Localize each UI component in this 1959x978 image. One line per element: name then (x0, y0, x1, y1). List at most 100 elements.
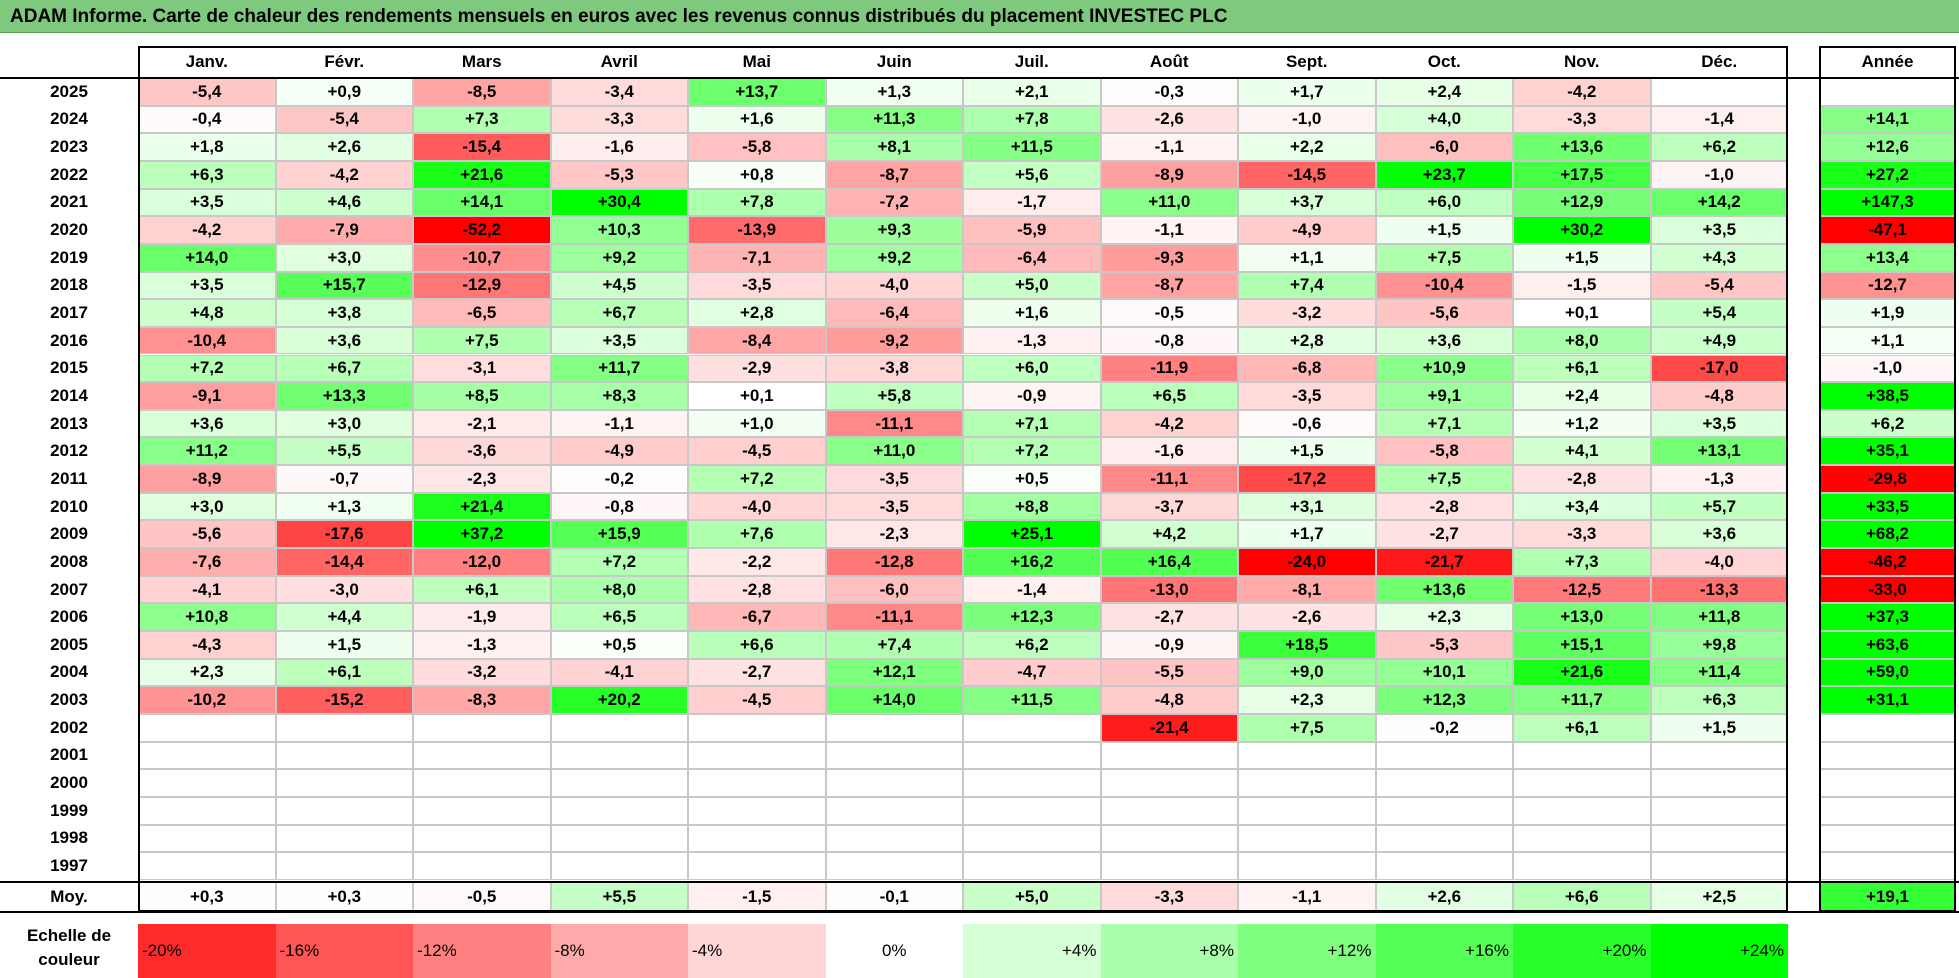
heatmap-cell: +4,3 (1650, 243, 1788, 272)
heatmap-cell: -0,8 (550, 492, 688, 521)
heatmap-cell: -17,6 (275, 520, 413, 549)
annual-cell: +33,5 (1819, 492, 1956, 521)
heatmap-cell (1650, 769, 1788, 797)
month-header: Nov. (1563, 52, 1600, 71)
heatmap-cell (688, 713, 826, 742)
legend-stop: +24% (1650, 924, 1788, 978)
annual-cell: -46,2 (1819, 548, 1956, 576)
legend-stop: -4% (688, 924, 826, 978)
heatmap-cell: -3,2 (1238, 299, 1376, 327)
heatmap-cell (688, 796, 826, 825)
annual-cell: +38,5 (1819, 382, 1956, 410)
heatmap-cell (1238, 741, 1376, 770)
heatmap-cell: -3,0 (275, 575, 413, 604)
heatmap-cell: -2,6 (1100, 105, 1238, 134)
heatmap-cell: +6,0 (963, 354, 1101, 383)
annual-cell: +31,1 (1819, 686, 1956, 714)
heatmap-cell: +1,7 (1238, 78, 1376, 106)
heatmap-cell: +11,5 (963, 133, 1101, 161)
year-label: 2008 (50, 551, 88, 571)
heatmap-cell (963, 713, 1101, 742)
heatmap-cell: -7,6 (138, 548, 276, 576)
heatmap-cell (275, 796, 413, 825)
heatmap-cell: -3,5 (1238, 382, 1376, 410)
year-label: 2023 (50, 137, 88, 157)
heatmap-cell: +2,3 (138, 658, 276, 687)
heatmap-cell: -10,4 (138, 326, 276, 355)
annual-cell (1819, 741, 1956, 770)
heatmap-cell (275, 769, 413, 797)
heatmap-cell: -1,1 (550, 409, 688, 438)
heatmap-cell: +3,5 (550, 326, 688, 355)
heatmap-cell: +7,5 (1375, 465, 1513, 493)
heatmap-cell: +7,5 (1238, 713, 1376, 742)
heatmap-cell: -5,9 (963, 216, 1101, 244)
heatmap-cell: -4,3 (138, 631, 276, 659)
heatmap-cell: +13,6 (1375, 575, 1513, 604)
heatmap-cell: +9,2 (550, 243, 688, 272)
heatmap-cell: +11,5 (963, 686, 1101, 714)
divider-line (0, 77, 1959, 79)
heatmap-cell: +14,0 (825, 686, 963, 714)
heatmap-cell (1100, 769, 1238, 797)
annual-cell: +6,2 (1819, 409, 1956, 438)
heatmap-cell: -4,2 (275, 160, 413, 189)
year-label: 2010 (50, 496, 88, 516)
heatmap-cell: +11,3 (825, 105, 963, 134)
legend-stop: +8% (1100, 924, 1238, 978)
heatmap-cell: +10,8 (138, 603, 276, 631)
heatmap-cell: -5,4 (275, 105, 413, 134)
divider-line (0, 911, 1959, 913)
heatmap-cell (1100, 796, 1238, 825)
heatmap-cell: +21,4 (413, 492, 551, 521)
heatmap-cell: -0,2 (550, 465, 688, 493)
heatmap-cell: +9,1 (1375, 382, 1513, 410)
year-label: 2005 (50, 634, 88, 654)
heatmap-cell: +3,8 (275, 299, 413, 327)
month-header: Janv. (185, 52, 228, 71)
heatmap-cell: -1,3 (1650, 465, 1788, 493)
heatmap-cell: -0,7 (275, 465, 413, 493)
heatmap-cell: +4,5 (550, 271, 688, 300)
heatmap-cell: +23,7 (1375, 160, 1513, 189)
annual-cell (1819, 713, 1956, 742)
heatmap-cell (1375, 741, 1513, 770)
heatmap-cell: +12,1 (825, 658, 963, 687)
heatmap-cell: -1,9 (413, 603, 551, 631)
average-cell: +0,3 (138, 882, 276, 912)
heatmap-cell: -12,9 (413, 271, 551, 300)
year-label: 2012 (50, 441, 88, 461)
heatmap-cell (550, 796, 688, 825)
heatmap-cell (1513, 824, 1651, 853)
heatmap-cell: -4,1 (550, 658, 688, 687)
heatmap-cell: +18,5 (1238, 631, 1376, 659)
heatmap-cell: -3,8 (825, 354, 963, 383)
year-label: 2013 (50, 413, 88, 433)
heatmap-cell: -8,7 (1100, 271, 1238, 300)
heatmap-cell: +4,4 (275, 603, 413, 631)
annual-cell: -12,7 (1819, 271, 1956, 300)
heatmap-cell: +7,3 (1513, 548, 1651, 576)
heatmap-cell: -6,0 (825, 575, 963, 604)
heatmap-cell: +2,2 (1238, 133, 1376, 161)
heatmap-cell: +1,1 (1238, 243, 1376, 272)
heatmap-cell: -1,1 (1100, 133, 1238, 161)
heatmap-cell: +21,6 (413, 160, 551, 189)
heatmap-cell: +14,2 (1650, 188, 1788, 217)
heatmap-cell: +2,3 (1238, 686, 1376, 714)
heatmap-cell: -4,8 (1100, 686, 1238, 714)
heatmap-cell (825, 769, 963, 797)
chart-title: ADAM Informe. Carte de chaleur des rende… (0, 0, 1959, 33)
heatmap-cell: +1,5 (275, 631, 413, 659)
heatmap-cell: -1,1 (1100, 216, 1238, 244)
year-label: 2021 (50, 192, 88, 212)
heatmap-cell: +1,5 (1375, 216, 1513, 244)
heatmap-cell: -1,4 (1650, 105, 1788, 134)
heatmap-cell: -3,3 (550, 105, 688, 134)
heatmap-cell (1238, 824, 1376, 853)
heatmap-cell: +25,1 (963, 520, 1101, 549)
heatmap-cell: -7,1 (688, 243, 826, 272)
month-header: Juil. (1014, 52, 1049, 71)
heatmap-cell (275, 852, 413, 880)
